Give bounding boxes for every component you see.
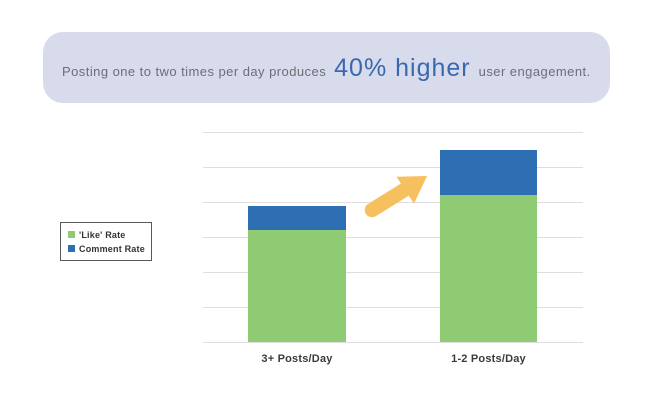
legend-item: 'Like' Rate	[68, 230, 151, 240]
insight-text-after: user engagement.	[478, 64, 591, 79]
insight-text-before: Posting one to two times per day produce…	[62, 64, 327, 79]
gridline	[203, 237, 583, 238]
chart-plot-area: 3+ Posts/Day 1-2 Posts/Day	[203, 132, 583, 365]
gridline	[203, 272, 583, 273]
legend-label: Comment Rate	[79, 243, 145, 254]
legend-swatch-icon	[68, 245, 75, 252]
gridline	[203, 167, 583, 168]
x-axis-label: 1-2 Posts/Day	[451, 353, 526, 365]
insight-banner: Posting one to two times per day produce…	[43, 32, 610, 103]
insight-highlight: 40% higher	[334, 54, 471, 82]
stacked-bar	[440, 149, 537, 342]
chart-legend: 'Like' Rate Comment Rate	[60, 222, 152, 261]
gridline	[203, 307, 583, 308]
x-axis-label: 3+ Posts/Day	[261, 353, 333, 365]
gridline	[203, 132, 583, 133]
stacked-bar	[248, 205, 346, 342]
gridline	[203, 342, 583, 343]
bar-segment-comment-rate	[248, 205, 346, 230]
insight-text: Posting one to two times per day produce…	[62, 54, 591, 83]
legend-label: 'Like' Rate	[79, 229, 126, 240]
legend-swatch-icon	[68, 231, 75, 238]
legend-item: Comment Rate	[68, 244, 151, 254]
bar-segment-comment-rate	[440, 149, 537, 195]
increase-arrow-icon	[364, 176, 427, 218]
bar-segment-like-rate	[440, 195, 537, 342]
bar-segment-like-rate	[248, 230, 346, 342]
